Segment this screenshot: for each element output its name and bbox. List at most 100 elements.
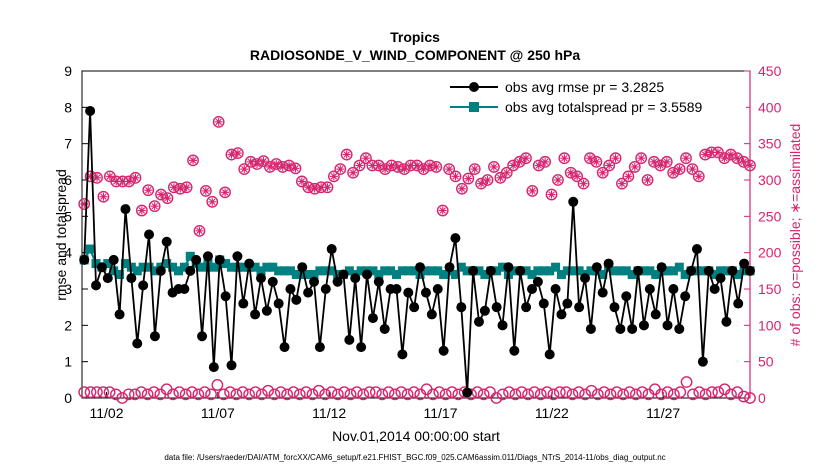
obs-assimilated-point xyxy=(746,161,754,170)
obs-low-point xyxy=(395,386,408,399)
rmse-point xyxy=(697,356,708,367)
rmse-point xyxy=(686,265,697,276)
obs-possible-point xyxy=(692,170,705,183)
x-tick-label: 11/02 xyxy=(89,405,123,421)
totalspread-point xyxy=(85,244,95,254)
obs-low-point xyxy=(287,386,300,399)
obs-possible-point xyxy=(263,161,276,173)
obs-low-point xyxy=(91,386,103,399)
obs-assimilated-point xyxy=(445,165,454,174)
x-tick-label: 11/27 xyxy=(646,405,680,421)
totalspread-point xyxy=(386,266,396,276)
obs-assimilated-point xyxy=(144,186,153,195)
totalspread-point xyxy=(321,266,331,276)
obs-possible-point xyxy=(193,224,206,237)
left-tick-label: 9 xyxy=(64,63,72,79)
obs-low-point xyxy=(547,388,560,401)
rmse-point xyxy=(473,316,484,327)
x-tick-label: 11/07 xyxy=(201,405,235,421)
obs-assimilated-point xyxy=(297,177,306,186)
obs-assimilated-point xyxy=(739,157,748,166)
rmse-point xyxy=(261,305,272,316)
rmse-point xyxy=(267,276,278,287)
obs-low-point xyxy=(610,386,623,399)
obs-assimilated-point xyxy=(393,162,402,171)
rmse-point xyxy=(638,320,649,331)
left-tick-label: 5 xyxy=(64,208,72,224)
obs-assimilated-point xyxy=(214,117,223,126)
rmse-point xyxy=(79,254,90,265)
rmse-point xyxy=(226,360,237,371)
obs-low-point xyxy=(712,386,725,399)
obs-possible-point xyxy=(327,170,340,183)
rmse-point xyxy=(444,262,455,273)
obs-possible-point xyxy=(206,195,219,208)
totalspread-point xyxy=(450,269,460,279)
rmse-point xyxy=(279,342,290,353)
obs-low-point xyxy=(604,388,617,401)
rmse-point xyxy=(527,284,538,294)
rmse-point xyxy=(727,265,738,276)
obs-low-point xyxy=(243,388,255,401)
rmse-point xyxy=(214,254,225,265)
obs-low-point xyxy=(363,386,376,399)
obs-possible-point xyxy=(571,170,584,183)
rmse-point xyxy=(550,284,561,294)
legend-box xyxy=(444,75,746,121)
totalspread-point xyxy=(297,269,307,279)
obs-low-point xyxy=(262,384,275,397)
obs-low-point xyxy=(135,386,148,399)
obs-assimilated-point xyxy=(675,165,684,174)
rmse-point xyxy=(338,269,349,280)
totalspread-point xyxy=(574,266,584,276)
obs-low-point xyxy=(369,386,382,399)
obs-possible-point xyxy=(161,192,174,205)
rmse-point xyxy=(155,265,166,276)
rmse-point xyxy=(373,276,384,287)
obs-assimilated-point xyxy=(99,192,108,201)
obs-assimilated-point xyxy=(496,173,505,182)
obs-low-point xyxy=(205,388,217,401)
obs-possible-point xyxy=(187,154,199,167)
obs-low-point xyxy=(268,388,281,401)
rmse-point xyxy=(662,320,673,331)
obs-low-point xyxy=(629,388,642,401)
totalspread-point xyxy=(639,266,649,276)
rmse-point xyxy=(102,273,113,284)
rmse-point xyxy=(715,273,726,284)
rmse-point xyxy=(202,251,213,262)
obs-possible-point xyxy=(347,166,359,179)
obs-assimilated-point xyxy=(400,165,409,174)
rmse-point xyxy=(120,204,131,215)
obs-possible-point xyxy=(724,148,737,161)
plot-area xyxy=(81,70,751,399)
totalspread-point xyxy=(333,269,343,279)
obs-assimilated-point xyxy=(131,173,140,182)
obs-possible-point xyxy=(526,184,539,197)
obs-assimilated-point xyxy=(579,179,588,188)
rmse-point xyxy=(144,229,155,240)
obs-assimilated-point xyxy=(528,186,537,195)
rmse-point xyxy=(739,258,750,269)
obs-low-point xyxy=(503,386,515,399)
obs-possible-point xyxy=(129,171,142,184)
rmse-point xyxy=(179,284,190,294)
obs-assimilated-point xyxy=(413,161,422,170)
rmse-series xyxy=(79,105,755,398)
totalspread-point xyxy=(568,266,578,276)
totalspread-point xyxy=(663,266,673,276)
obs-low-point xyxy=(534,388,547,401)
obs-assimilated-point xyxy=(137,206,146,215)
obs-low-point xyxy=(312,384,325,397)
obs-possible-point xyxy=(532,159,545,172)
obs-assimilated-point xyxy=(125,177,134,186)
obs-low-point xyxy=(110,388,122,401)
obs-possible-point xyxy=(699,148,712,161)
obs-possible-point xyxy=(199,184,212,197)
obs-assimilated-point xyxy=(630,162,639,171)
left-tick-label: 3 xyxy=(64,281,72,297)
rmse-point xyxy=(326,244,337,255)
obs-possible-point xyxy=(520,152,532,165)
obs-low-point xyxy=(148,386,160,399)
